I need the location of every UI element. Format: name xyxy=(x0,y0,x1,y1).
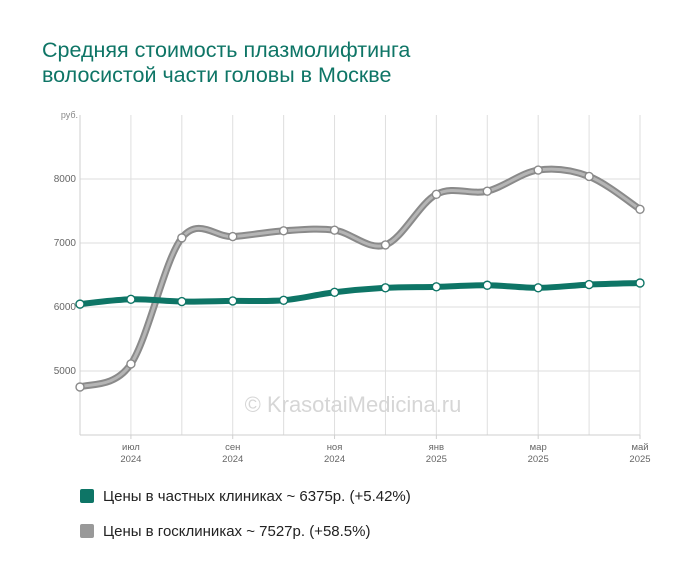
y-tick-label: 8000 xyxy=(54,174,77,185)
data-point-private xyxy=(278,295,289,305)
legend-item-private[interactable]: Цены в частных клиниках ~ 6375р. (+5.42%… xyxy=(80,486,411,506)
chart-title: Средняя стоимость плазмолифтинга волосис… xyxy=(42,38,410,88)
axes xyxy=(79,115,641,439)
data-point-private xyxy=(228,296,238,306)
x-tick-label-month: янв xyxy=(429,442,444,453)
series-line-public xyxy=(78,167,642,389)
data-point-public xyxy=(75,382,85,392)
x-tick-label-month: мар xyxy=(530,442,547,453)
legend: Цены в частных клиниках ~ 6375р. (+5.42%… xyxy=(80,486,411,556)
x-tick-label-month: ноя xyxy=(327,442,343,453)
legend-label-public: Цены в госклиниках ~ 7527р. (+58.5%) xyxy=(103,522,371,540)
data-point-private xyxy=(177,296,187,307)
data-point-public xyxy=(126,359,136,369)
legend-swatch-private xyxy=(80,489,94,503)
chart-title-line-2: волосистой части головы в Москве xyxy=(42,63,392,87)
y-tick-label: 6000 xyxy=(54,302,77,313)
data-point-public xyxy=(228,231,238,242)
data-point-public xyxy=(431,189,442,200)
x-tick-label-month: май xyxy=(631,442,648,453)
series-lines xyxy=(76,165,644,391)
x-tick-label-year: 2025 xyxy=(426,454,447,465)
x-tick-label-year: 2024 xyxy=(120,454,141,465)
data-point-public xyxy=(278,226,289,236)
legend-label-private: Цены в частных клиниках ~ 6375р. (+5.42%… xyxy=(103,487,411,505)
data-point-public xyxy=(482,186,492,196)
data-point-private xyxy=(126,294,136,305)
x-tick-label-month: сен xyxy=(225,442,240,453)
data-point-private xyxy=(584,279,594,290)
y-tick-label: 7000 xyxy=(54,238,77,249)
grid-lines xyxy=(79,115,641,435)
x-tick-label-year: 2024 xyxy=(222,454,243,465)
y-tick-label: 5000 xyxy=(54,366,77,377)
data-point-public xyxy=(380,240,391,250)
data-point-public xyxy=(329,225,340,235)
y-axis-unit: руб. xyxy=(61,110,78,120)
watermark: © KrasotaiMedicina.ru xyxy=(245,392,462,417)
data-point-private xyxy=(635,278,645,288)
data-point-private xyxy=(329,287,340,297)
data-point-public xyxy=(584,171,594,182)
data-point-public xyxy=(177,233,187,243)
data-points xyxy=(75,165,645,392)
data-point-private xyxy=(431,282,442,292)
x-tick-label-year: 2024 xyxy=(324,454,345,465)
legend-swatch-public xyxy=(80,524,94,538)
x-tick-label-month: июл xyxy=(122,442,140,453)
data-point-private xyxy=(380,283,391,293)
data-point-public xyxy=(635,204,645,214)
x-tick-label-year: 2025 xyxy=(528,454,549,465)
data-point-private xyxy=(482,280,492,290)
x-tick-label-year: 2025 xyxy=(629,454,650,465)
legend-item-public[interactable]: Цены в госклиниках ~ 7527р. (+58.5%) xyxy=(80,521,411,541)
data-point-public xyxy=(533,165,543,175)
tick-labels: 5000600070008000руб.июл2024сен2024ноя202… xyxy=(54,110,651,465)
data-point-private xyxy=(75,299,85,309)
chart-title-line-1: Средняя стоимость плазмолифтинга xyxy=(42,38,411,62)
price-line-chart: © KrasotaiMedicina.ru 5000 6000 7000 8000 ру… xyxy=(54,110,651,465)
data-point-private xyxy=(533,283,543,293)
